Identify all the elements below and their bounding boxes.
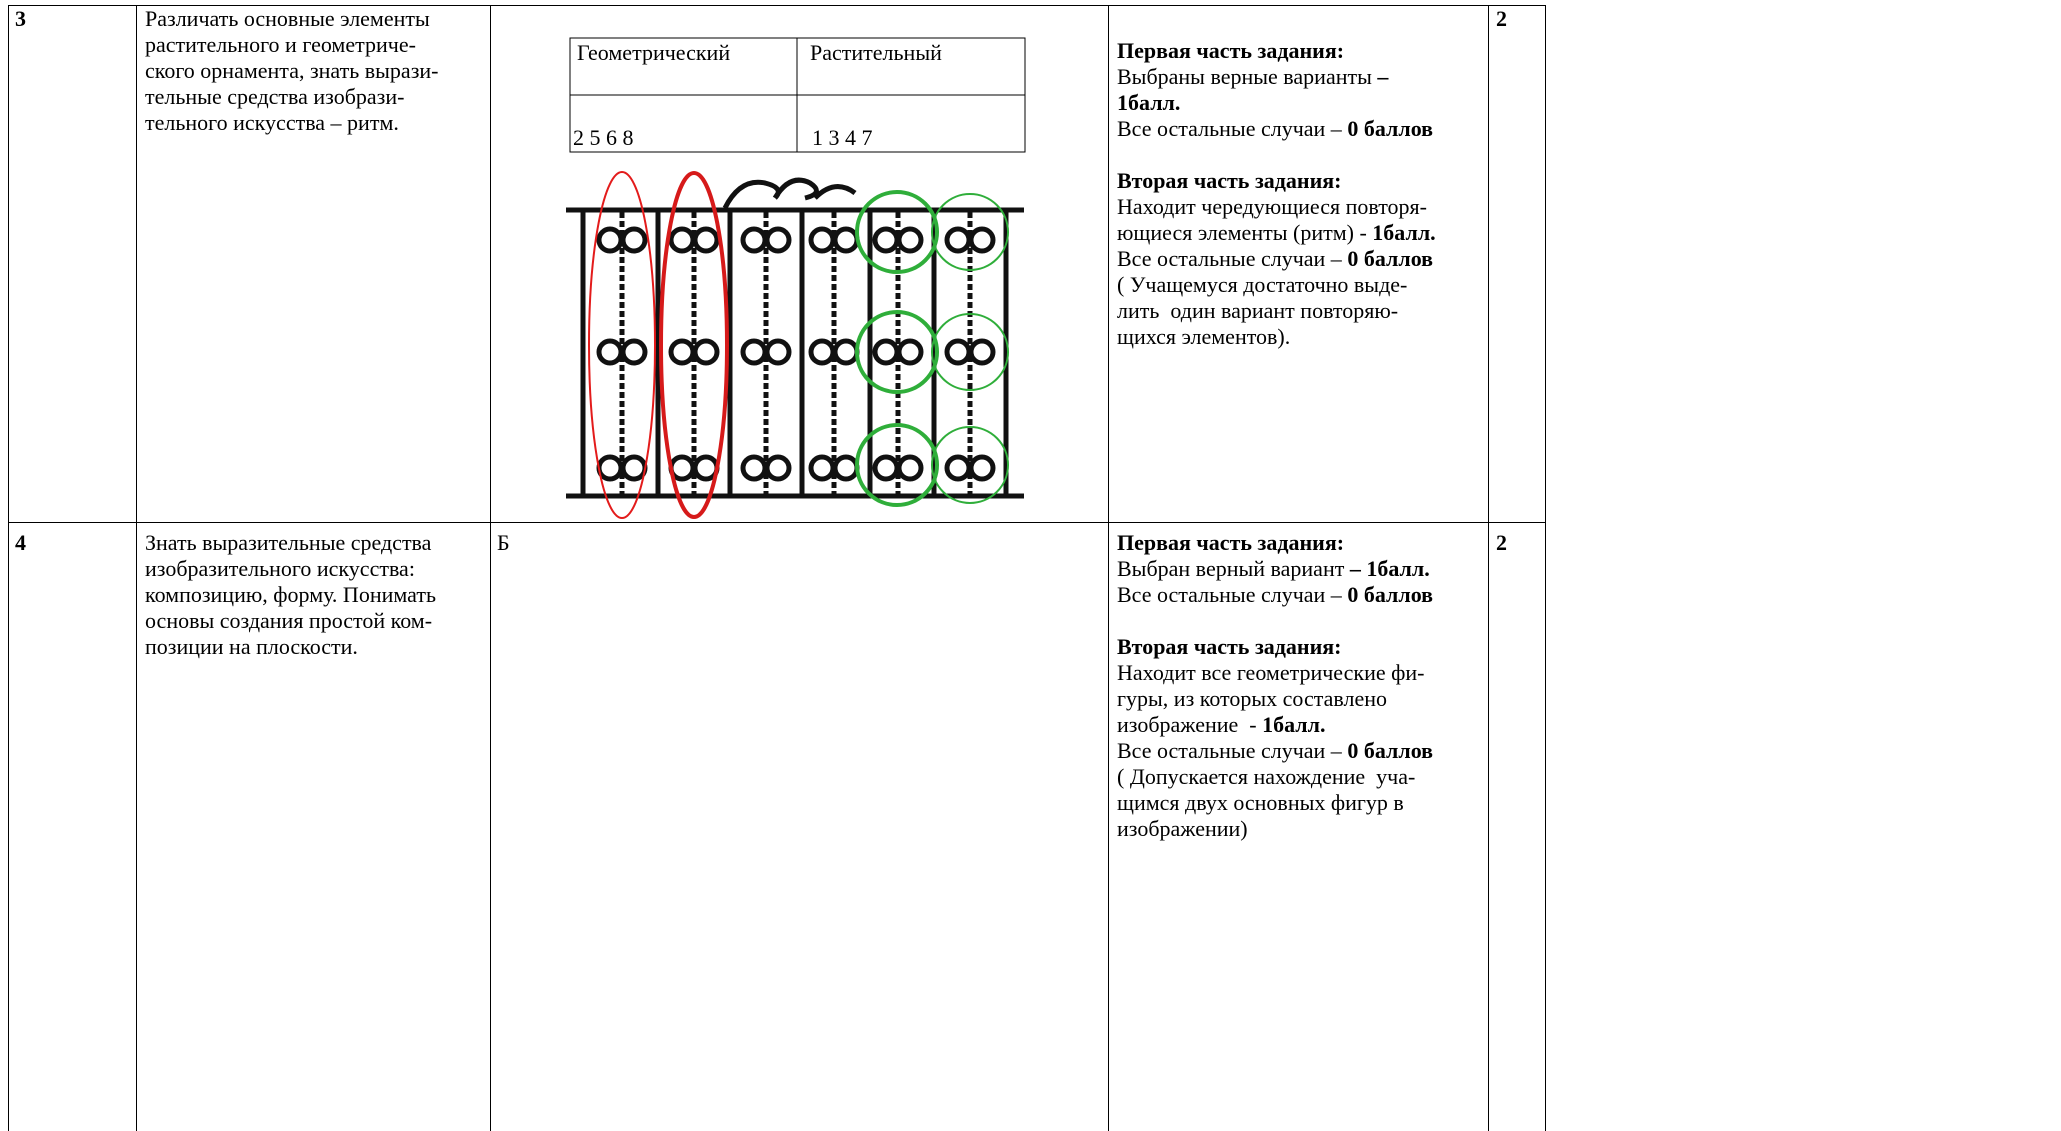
criteria-line: щихся элементов). [1117,324,1290,350]
criteria-line: изображение - 1балл. [1117,712,1326,738]
criteria-text: 1балл. [1262,712,1326,737]
criteria-text: Первая часть задания: [1117,530,1345,555]
table-border [8,5,1546,6]
criteria-text: Первая часть задания: [1117,38,1345,63]
highlight-ellipse [659,171,729,519]
criteria-text: 0 баллов [1347,246,1434,271]
criteria-text: изображении) [1117,816,1248,841]
criteria-text: Все остальные случаи – [1117,738,1348,763]
goal-line: тельного искусства – ритм. [145,110,399,135]
criteria-line: Вторая часть задания: [1117,168,1342,194]
criteria-line: Находит чередующиеся повторя- [1117,194,1427,220]
goal-line: композицию, форму. Понимать [145,582,436,607]
criteria-text: ( Допускается нахождение уча- [1117,764,1416,789]
goal-line: Различать основные элементы [145,6,430,31]
criteria-text: Выбраны верные варианты [1117,64,1378,89]
inner-cell: 2 5 6 8 [573,125,634,150]
criteria-text: 1балл. [1117,90,1181,115]
criteria-text: гуры, из которых составлено [1117,686,1387,711]
criteria-text: Вторая часть задания: [1117,168,1342,193]
criteria-line: Первая часть задания: [1117,38,1344,64]
criteria-line: Все остальные случаи – 0 баллов [1117,246,1433,272]
criteria-line: лить один вариант повторяю- [1117,298,1398,324]
criteria-text: изображение - [1117,712,1263,737]
goal-line: позиции на плоскости. [145,634,358,659]
criteria-line: Первая часть задания: [1117,530,1344,556]
criteria-text: Находит чередующиеся повторя- [1117,194,1427,219]
criteria-line: щимся двух основных фигур в [1117,790,1404,816]
fence [566,177,1024,499]
row-number: 3 [15,6,26,31]
criteria-line: Находит все геометрические фи- [1117,660,1424,686]
criteria-line: ющиеся элементы (ритм) - 1балл. [1117,220,1436,246]
criteria-line: 1балл. [1117,90,1180,116]
criteria-text: 0 баллов [1347,738,1434,763]
criteria-line: Все остальные случаи – 0 баллов [1117,116,1433,142]
goal-line: основы создания простой ком- [145,608,433,633]
criteria-line: Вторая часть задания: [1117,634,1342,660]
criteria-text: Вторая часть задания: [1117,634,1342,659]
criteria-line: Выбраны верные варианты – [1117,64,1388,90]
table-border [1545,5,1546,1131]
criteria-text: Находит все геометрические фи- [1117,660,1425,685]
goal-line: изобразительного искусства: [145,556,415,581]
criteria-line: Все остальные случаи – 0 баллов [1117,582,1433,608]
table-border [136,5,137,1131]
points: 2 [1496,530,1507,555]
criteria-text: Выбран верный вариант [1117,556,1350,581]
criteria-text: 0 баллов [1347,116,1434,141]
table-border [8,5,9,1131]
highlight-ellipse [588,171,656,519]
criteria-line: изображении) [1117,816,1248,842]
criteria-line: гуры, из которых составлено [1117,686,1387,712]
criteria-text: Все остальные случаи – [1117,582,1348,607]
table-border [1488,5,1489,1131]
goal-line: Знать выразительные средства [145,530,432,555]
criteria-line: ( Учащемуся достаточно выде- [1117,272,1407,298]
criteria-text: – [1377,64,1389,89]
criteria-line: Выбран верный вариант – 1балл. [1117,556,1430,582]
inner-header: Геометрический [577,40,731,65]
points: 2 [1496,6,1507,31]
criteria-text: 1балл. [1372,220,1436,245]
criteria-text: 0 баллов [1347,582,1434,607]
answer: Б [497,530,510,555]
criteria-text: – 1балл. [1349,556,1430,581]
criteria-text: щихся элементов). [1117,324,1291,349]
goal-line: тельные средства изобрази- [145,84,405,109]
goal-line: растительного и геометриче- [145,32,416,57]
criteria-text: ющиеся элементы (ритм) - [1117,220,1373,245]
criteria-text: лить один вариант повторяю- [1117,298,1399,323]
criteria-line: Все остальные случаи – 0 баллов [1117,738,1433,764]
criteria-text: Все остальные случаи – [1117,246,1348,271]
highlight-circles [855,190,1009,507]
inner-header: Растительный [810,40,942,65]
criteria-text: Все остальные случаи – [1117,116,1348,141]
inner-cell: 1 3 4 7 [812,125,873,150]
goal-line: ского орнамента, знать вырази- [145,58,439,83]
table-border [8,522,1546,523]
criteria-text: ( Учащемуся достаточно выде- [1117,272,1408,297]
row-number: 4 [15,530,26,555]
criteria-line: ( Допускается нахождение уча- [1117,764,1415,790]
table-border [490,5,491,1131]
criteria-text: щимся двух основных фигур в [1117,790,1404,815]
table-border [1108,5,1109,1131]
